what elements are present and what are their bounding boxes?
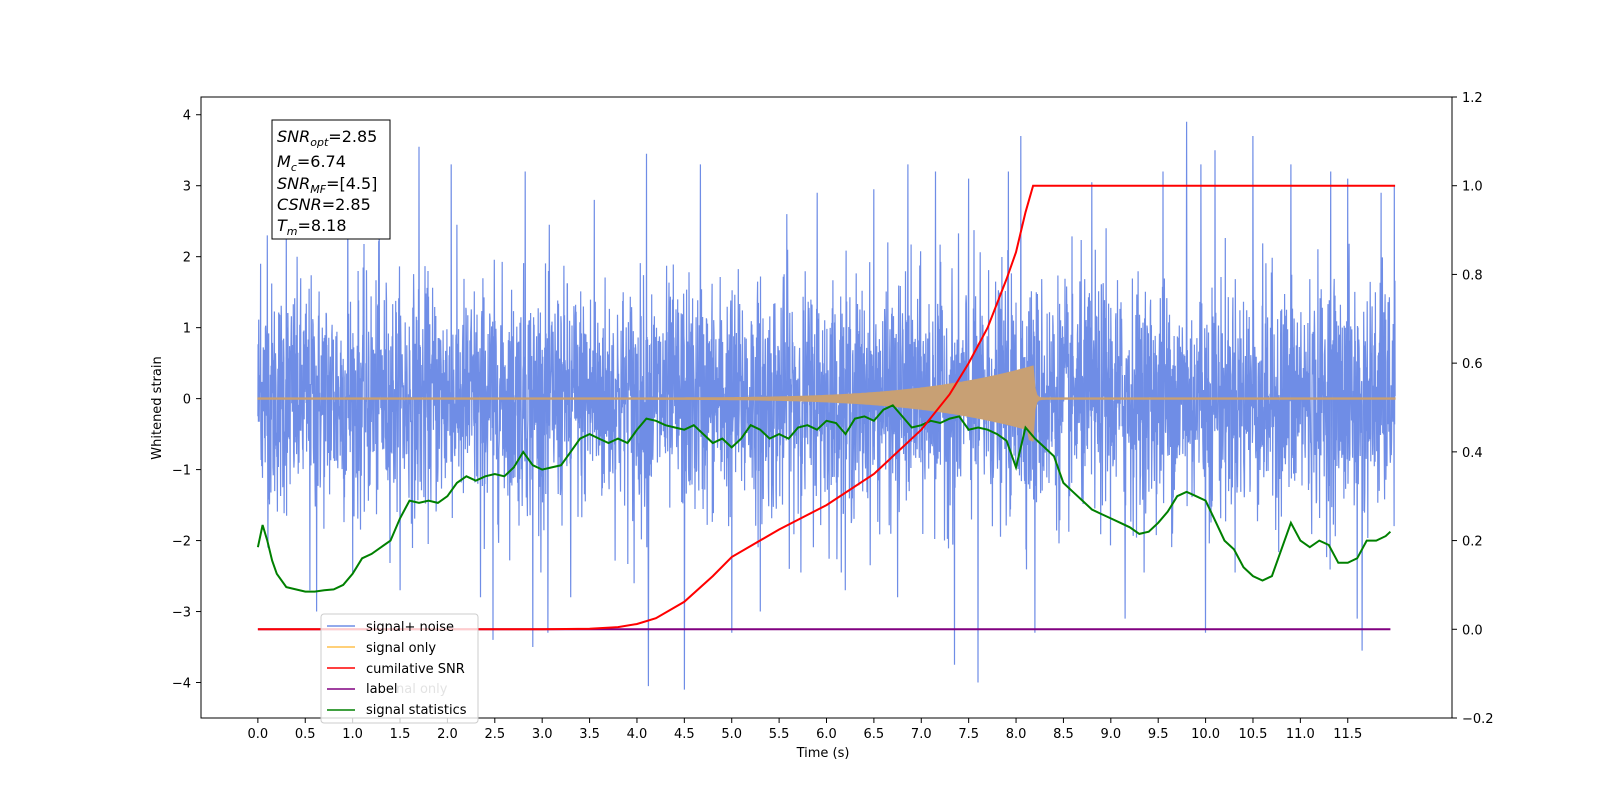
legend-label-signal-only: signal only	[366, 641, 436, 656]
stat-csnr-symbol: CSNR	[277, 195, 322, 214]
x-tick-label: 4.5	[674, 727, 695, 742]
stat-snr-opt-subscript: opt	[310, 136, 329, 149]
stats-annotation-box: SNRopt=2.85 Mc=6.74 SNRMF=[4.5] CSNR=2.8…	[271, 119, 391, 240]
signal-only-series	[257, 365, 1396, 442]
legend-label-cumulative-snr: cumilative SNR	[366, 662, 465, 677]
cumulative-snr-line	[257, 184, 1396, 631]
stat-snr-mf: SNRMF=[4.5]	[277, 174, 377, 196]
legend-ghost-label: nal only	[396, 682, 448, 697]
y2-tick-label: 0.2	[1462, 535, 1483, 550]
signal-only-envelope	[257, 365, 1396, 442]
legend-entry-signal-statistics: signal statistics	[327, 703, 467, 718]
x-tick-label: 6.0	[816, 727, 837, 742]
x-tick-label: 0.5	[295, 727, 316, 742]
y-tick-label: 2	[183, 251, 191, 266]
y2-tick-label: 0.0	[1462, 623, 1483, 638]
stat-csnr: CSNR=2.85	[277, 195, 371, 214]
signal-noise-line	[257, 121, 1396, 690]
legend-entry-cumulative-snr: cumilative SNR	[327, 662, 465, 677]
stat-mc-subscript: c	[291, 161, 297, 174]
x-tick-label: 2.0	[437, 727, 458, 742]
x-tick-label: 8.0	[1006, 727, 1027, 742]
stat-snr-opt: SNRopt=2.85	[277, 127, 377, 149]
x-tick-label: 7.0	[911, 727, 932, 742]
stat-mc: Mc=6.74	[277, 152, 346, 174]
x-tick-label: 11.5	[1333, 727, 1362, 742]
y2-tick-label: 1.2	[1462, 91, 1483, 106]
y-tick-label: 3	[183, 180, 191, 195]
x-tick-label: 4.0	[627, 727, 648, 742]
stat-tm-subscript: m	[287, 225, 298, 238]
x-tick-label: 0.0	[248, 727, 269, 742]
y2-tick-label: 0.8	[1462, 268, 1483, 283]
stat-tm-value: =8.18	[298, 216, 347, 235]
x-tick-label: 5.0	[721, 727, 742, 742]
y-axis-label: Whitened strain	[150, 356, 165, 459]
x-tick-label: 1.0	[342, 727, 363, 742]
x-tick-label: 9.5	[1148, 727, 1169, 742]
y-tick-label: −3	[172, 606, 191, 621]
x-tick-label: 6.5	[864, 727, 885, 742]
y2-tick-label: 0.6	[1462, 357, 1483, 372]
legend: signal+ noise signal only cumilative SNR…	[320, 613, 479, 724]
x-tick-label: 11.0	[1286, 727, 1315, 742]
legend-entry-label: label	[327, 682, 397, 697]
stat-snr-mf-symbol: SNR	[277, 174, 310, 193]
legend-label-signal-statistics: signal statistics	[366, 703, 467, 718]
x-tick-label: 5.5	[769, 727, 790, 742]
y2-tick-label: −0.2	[1462, 712, 1494, 727]
stat-tm-symbol: T	[277, 216, 288, 235]
legend-entry-signal-only: signal only	[327, 641, 436, 656]
y-tick-label: −2	[172, 535, 191, 550]
signal-statistics-series	[256, 404, 1392, 593]
legend-entry-signal-noise: signal+ noise	[327, 620, 454, 635]
x-tick-label: 10.5	[1239, 727, 1268, 742]
stat-snr-opt-symbol: SNR	[277, 127, 310, 146]
x-tick-label: 3.0	[532, 727, 553, 742]
x-axis: 0.0 0.5 1.0 1.5 2.0 2.5 3.0 3.5 4.0 4.5 5.0 5.5 6.0 6…	[248, 718, 1362, 742]
y-tick-label: −4	[172, 677, 191, 692]
y-tick-label: 1	[183, 322, 191, 337]
stat-csnr-value: =2.85	[322, 195, 371, 214]
x-tick-label: 1.5	[390, 727, 411, 742]
legend-label-signal-noise: signal+ noise	[366, 620, 454, 635]
y2-tick-label: 0.4	[1462, 446, 1483, 461]
x-tick-label: 3.5	[579, 727, 600, 742]
y2-tick-label: 1.0	[1462, 180, 1483, 195]
y-axis-left: 4 3 2 1 0 −1 −2 −3 −4	[172, 109, 201, 692]
stats-box-frame	[271, 119, 391, 240]
legend-label-label: label	[366, 682, 397, 697]
y-tick-label: −1	[172, 464, 191, 479]
x-tick-label: 10.0	[1191, 727, 1220, 742]
y-tick-label: 0	[183, 393, 191, 408]
y-axis-right: 1.2 1.0 0.8 0.6 0.4 0.2 0.0 −0.2	[1452, 91, 1494, 727]
stat-tm: Tm=8.18	[277, 216, 347, 238]
cumulative-snr-series	[257, 184, 1396, 631]
signal-noise-series	[257, 121, 1396, 690]
stat-mc-symbol: M	[277, 152, 291, 171]
y-tick-label: 4	[183, 109, 191, 124]
stat-snr-opt-value: =2.85	[328, 127, 377, 146]
signal-statistics-line	[256, 404, 1392, 593]
stat-snr-mf-value: =[4.5]	[326, 174, 377, 193]
x-tick-label: 7.5	[958, 727, 979, 742]
x-tick-label: 9.0	[1100, 727, 1121, 742]
x-tick-label: 2.5	[484, 727, 505, 742]
legend-frame	[320, 613, 479, 724]
stat-snr-mf-subscript: MF	[310, 183, 326, 196]
stat-mc-value: =6.74	[297, 152, 346, 171]
x-axis-label: Time (s)	[796, 746, 850, 761]
x-tick-label: 8.5	[1053, 727, 1074, 742]
